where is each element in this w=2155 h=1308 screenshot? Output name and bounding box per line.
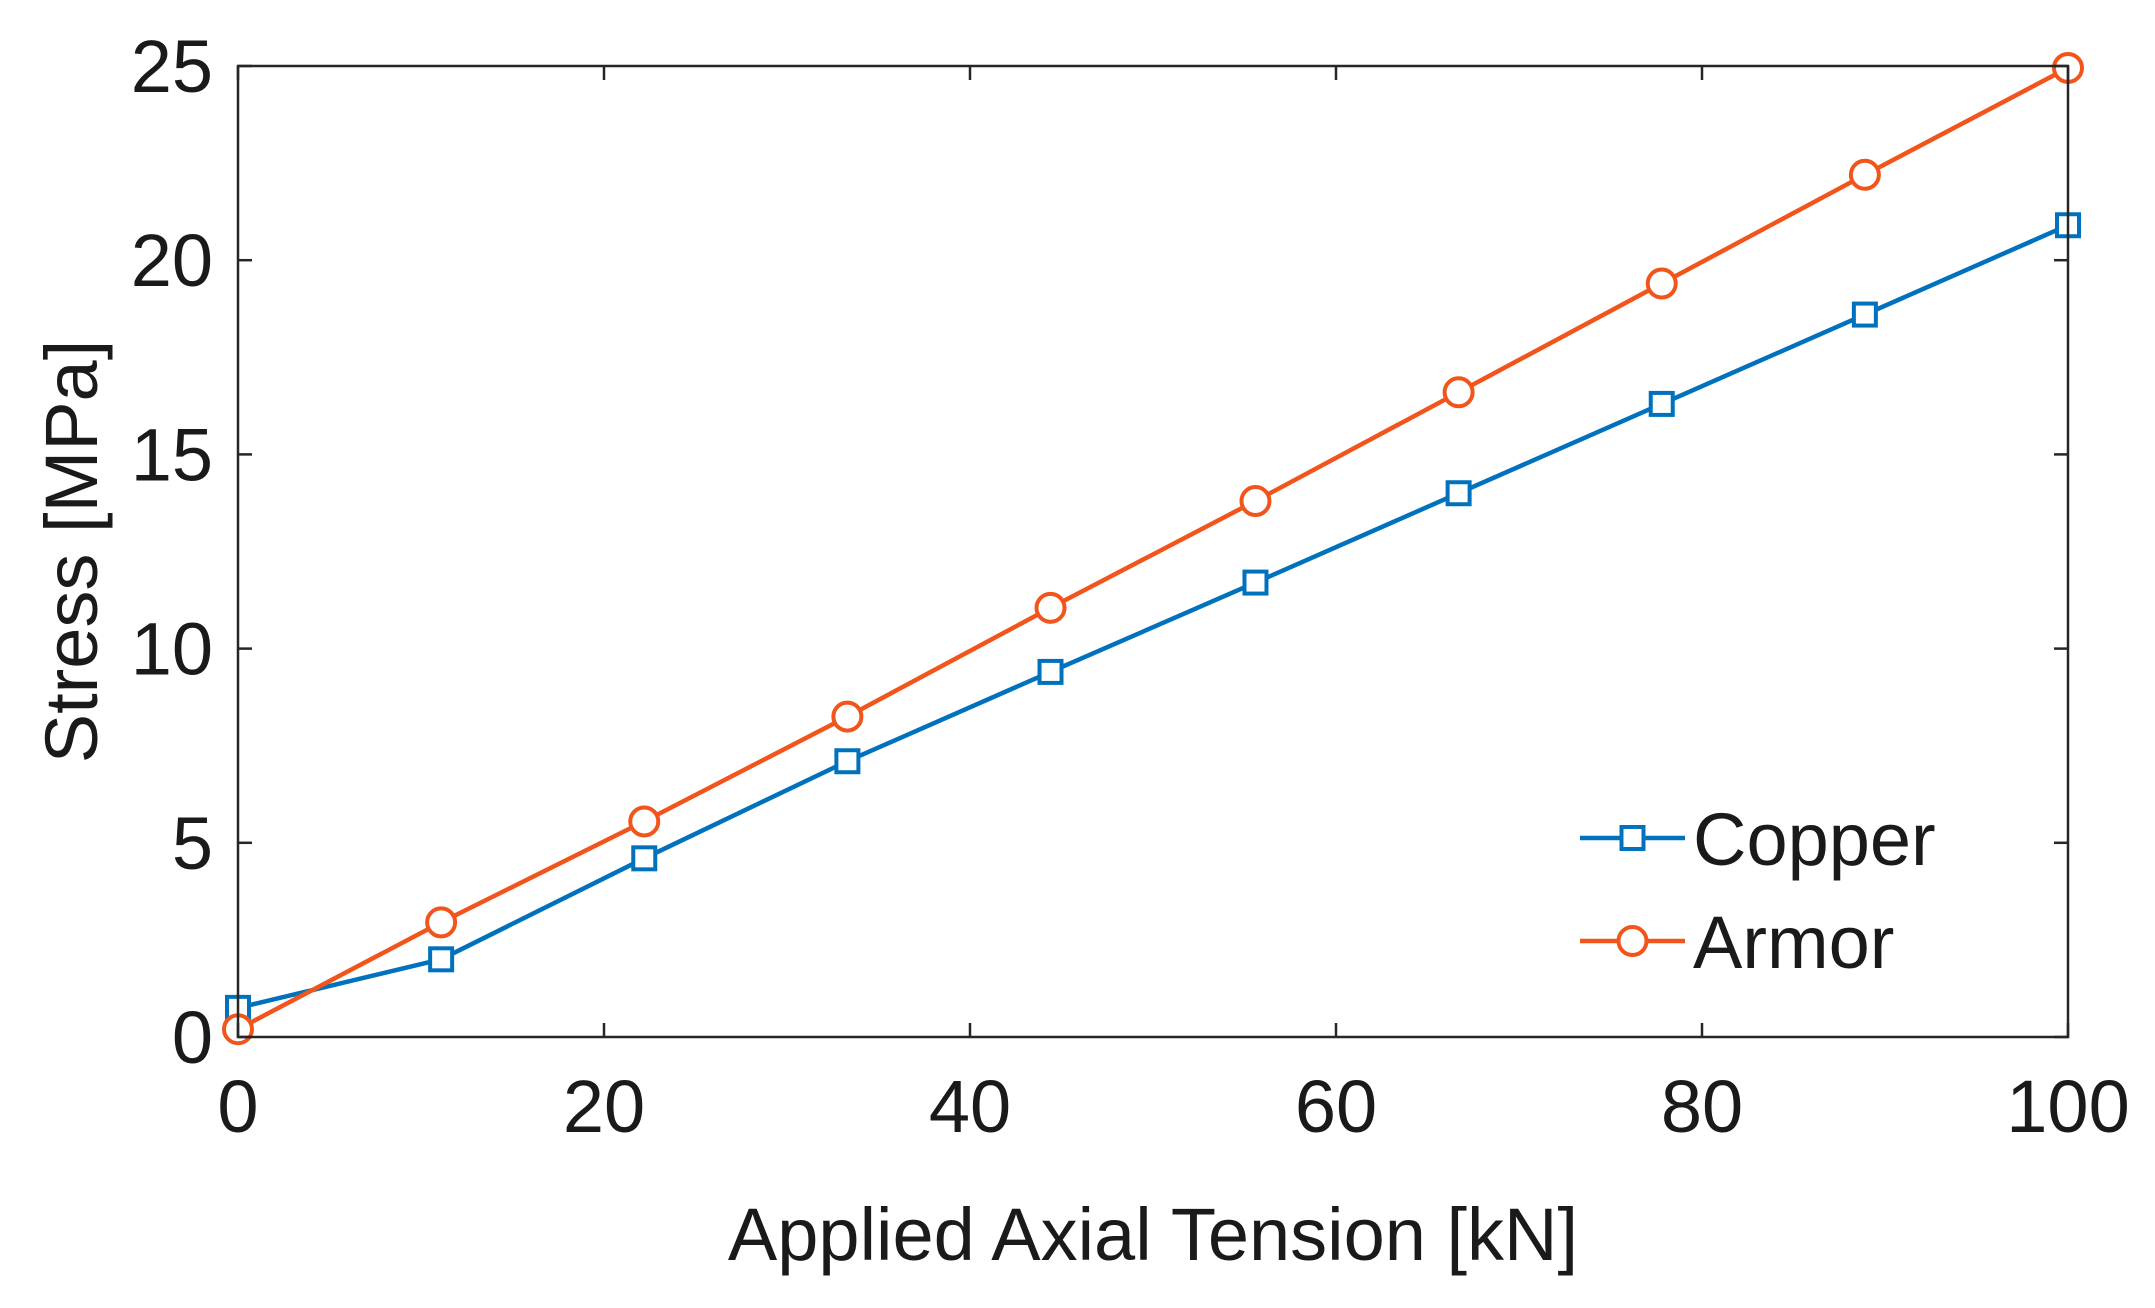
armor-point	[1848, 158, 1881, 191]
copper-point	[1445, 480, 1472, 507]
armor-point	[1645, 267, 1678, 300]
legend-marker-copper	[1619, 825, 1646, 851]
copper-point	[1242, 569, 1269, 596]
legend-label-armor: Armor	[1693, 901, 1894, 984]
x-tick-label: 40	[929, 1065, 1011, 1148]
y-tick-label: 25	[131, 25, 213, 108]
armor-line	[236, 65, 2070, 1032]
legend-label-copper: Copper	[1693, 798, 1936, 881]
x-axis-label: Applied Axial Tension [kN]	[728, 1193, 1578, 1276]
x-tick-label: 20	[563, 1065, 645, 1148]
y-tick-label: 15	[131, 413, 213, 496]
x-tick-label: 100	[2006, 1065, 2129, 1148]
plot-marks	[222, 51, 2084, 1046]
copper-point	[834, 748, 861, 775]
copper-point	[1648, 390, 1675, 417]
armor-point	[1442, 376, 1475, 409]
x-tick-label: 0	[217, 1065, 258, 1148]
x-tick-label: 60	[1295, 1065, 1377, 1148]
y-tick-label: 5	[172, 802, 213, 885]
x-tick-label: 80	[1661, 1065, 1743, 1148]
axis-ticks	[236, 64, 2070, 1039]
armor-point	[1239, 485, 1272, 518]
copper-point	[1037, 658, 1064, 685]
armor-point	[628, 805, 661, 838]
copper-point	[631, 845, 658, 872]
copper-point	[1851, 301, 1878, 328]
copper-line	[237, 223, 2069, 1011]
y-tick-label: 10	[131, 608, 213, 691]
legend-marker-armor	[1616, 925, 1649, 957]
copper-point	[428, 946, 455, 973]
armor-point	[1034, 591, 1067, 624]
armor-point	[425, 906, 458, 939]
legend: Copper Armor	[1580, 798, 1936, 984]
y-tick-label: 20	[131, 219, 213, 302]
axes-frame	[236, 64, 2070, 1039]
y-tick-label: 0	[172, 996, 213, 1079]
tick-labels: 0 20 40 60 80 100 0 5 10 15 20 25	[131, 25, 2130, 1148]
y-axis-label: Stress [MPa]	[30, 340, 113, 764]
armor-point	[831, 700, 864, 733]
